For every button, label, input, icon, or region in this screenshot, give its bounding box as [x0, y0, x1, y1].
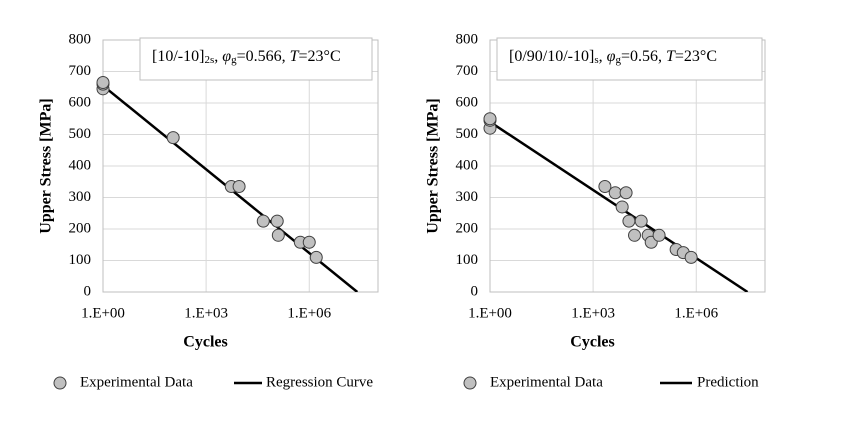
x-tick-label: 1.E+03	[184, 305, 228, 321]
x-tick-label: 1.E+06	[674, 305, 718, 321]
annotation-part: =0.566,	[237, 48, 290, 65]
annotation-part: φ	[607, 48, 616, 65]
y-axis-title: Upper Stress [MPa]	[38, 98, 55, 233]
x-axis-title: Cycles	[183, 334, 227, 351]
annotation-box	[139, 37, 373, 81]
y-tick-label: 300	[69, 189, 92, 205]
y-tick-label: 200	[456, 220, 479, 236]
y-tick-label: 500	[69, 126, 92, 142]
data-point	[598, 179, 612, 193]
y-tick-label: 500	[456, 126, 479, 142]
data-point	[619, 186, 633, 200]
x-axis-title: Cycles	[570, 334, 614, 351]
annotation-part: g	[231, 54, 237, 66]
annotation-part: 2s	[204, 54, 214, 66]
y-tick-label: 800	[456, 31, 479, 47]
y-tick-label: 0	[84, 283, 92, 299]
data-point	[684, 250, 698, 264]
y-tick-label: 600	[69, 94, 92, 110]
y-tick-label: 0	[471, 283, 479, 299]
data-point	[232, 179, 246, 193]
y-tick-label: 400	[456, 157, 479, 173]
legend-label: Regression Curve	[266, 374, 373, 390]
annotation-part: [0/90/10/-10]	[509, 48, 594, 65]
data-point	[96, 76, 110, 90]
y-tick-label: 300	[456, 189, 479, 205]
legend-marker	[463, 376, 477, 390]
y-tick-label: 600	[456, 94, 479, 110]
data-point	[309, 250, 323, 264]
data-point	[256, 214, 270, 228]
data-point	[271, 228, 285, 242]
annotation-part: =23°C	[675, 48, 717, 65]
data-point	[302, 235, 316, 249]
annotation-part: =0.56,	[621, 48, 666, 65]
annotation-part: T	[290, 48, 300, 65]
y-tick-label: 400	[69, 157, 92, 173]
data-point	[622, 214, 636, 228]
annotation-part: =23°C	[299, 48, 341, 65]
annotation: [10/-10]2s, φg=0.566, T=23°C	[152, 48, 341, 66]
legend-marker	[53, 376, 67, 390]
legend-label: Experimental Data	[80, 374, 193, 390]
legend-label: Prediction	[697, 374, 759, 390]
legend-label: Experimental Data	[490, 374, 603, 390]
annotation-box	[496, 37, 763, 81]
y-axis-title: Upper Stress [MPa]	[425, 98, 442, 233]
x-tick-label: 1.E+06	[287, 305, 331, 321]
data-point	[652, 228, 666, 242]
data-point	[270, 214, 284, 228]
y-tick-label: 700	[69, 63, 92, 79]
y-tick-label: 100	[69, 252, 92, 268]
x-tick-label: 1.E+00	[468, 305, 512, 321]
data-point	[166, 131, 180, 145]
data-point	[634, 214, 648, 228]
y-tick-label: 100	[456, 252, 479, 268]
annotation-part: g	[615, 54, 621, 66]
x-tick-label: 1.E+00	[81, 305, 125, 321]
y-tick-label: 700	[456, 63, 479, 79]
data-point	[628, 228, 642, 242]
annotation-part: [10/-10]	[152, 48, 204, 65]
y-tick-label: 200	[69, 220, 92, 236]
annotation-part: ,	[599, 48, 607, 65]
data-point	[615, 200, 629, 214]
annotation-part: T	[666, 48, 676, 65]
annotation-part: φ	[222, 48, 231, 65]
annotation: [0/90/10/-10]s, φg=0.56, T=23°C	[509, 48, 717, 66]
y-tick-label: 800	[69, 31, 92, 47]
annotation-part: s	[594, 54, 598, 66]
data-point	[608, 186, 622, 200]
annotation-part: ,	[214, 48, 222, 65]
data-point	[483, 112, 497, 126]
x-tick-label: 1.E+03	[571, 305, 615, 321]
